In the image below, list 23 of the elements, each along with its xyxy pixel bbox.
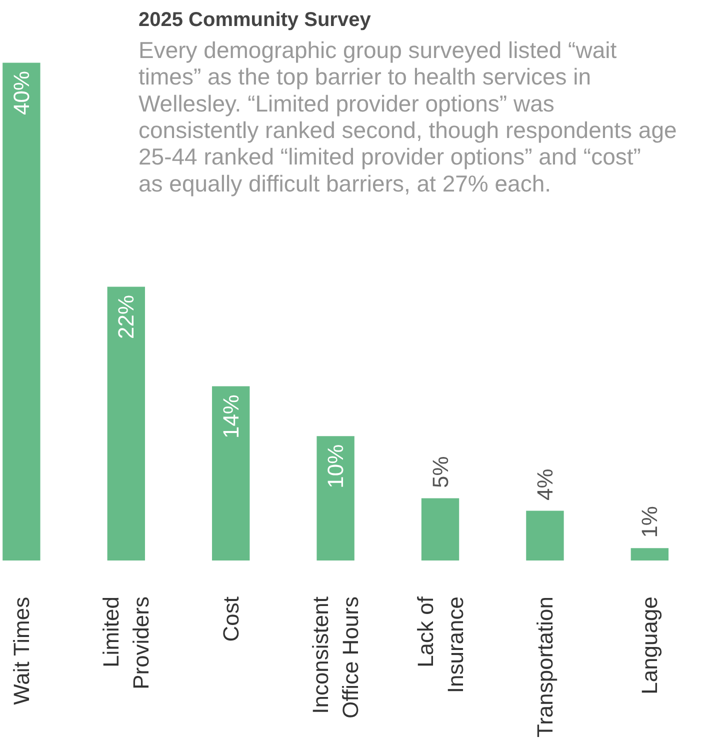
bar — [421, 498, 460, 561]
text: Every demographic group surveyed listed “wait times” as the top barrier to health services in Wellesley. “Limited provider options” was consistently ranked second, though respondents age 25-44 ranked “limited provider options” and “cost” as equally difficult barriers, at 27% each. — [138, 36, 677, 196]
x-tick-label: Cost — [218, 596, 244, 642]
bar — [526, 510, 564, 561]
x-tick-label: Lack of Insurance — [412, 596, 468, 694]
chart-title: 2025 Community Survey — [138, 9, 372, 32]
bar — [630, 548, 669, 561]
data-label: 14% — [218, 394, 244, 439]
data-label: 10% — [323, 444, 348, 488]
x-tick-label: Transportation — [532, 596, 558, 738]
bar — [316, 436, 354, 561]
data-label: 1% — [637, 506, 662, 538]
bar — [107, 286, 145, 561]
x-tick-label: Inconsistent Office Hours — [308, 596, 364, 718]
bar — [212, 386, 250, 561]
bar — [2, 62, 40, 561]
x-tick-label: Language — [637, 596, 662, 694]
data-label: 5% — [428, 456, 453, 488]
data-label: 22% — [114, 294, 139, 339]
data-label: 40% — [8, 70, 34, 115]
data-label: 4% — [532, 468, 558, 500]
x-tick-label: Wait Times — [8, 596, 34, 705]
x-tick-label: Limited Providers — [98, 596, 154, 690]
